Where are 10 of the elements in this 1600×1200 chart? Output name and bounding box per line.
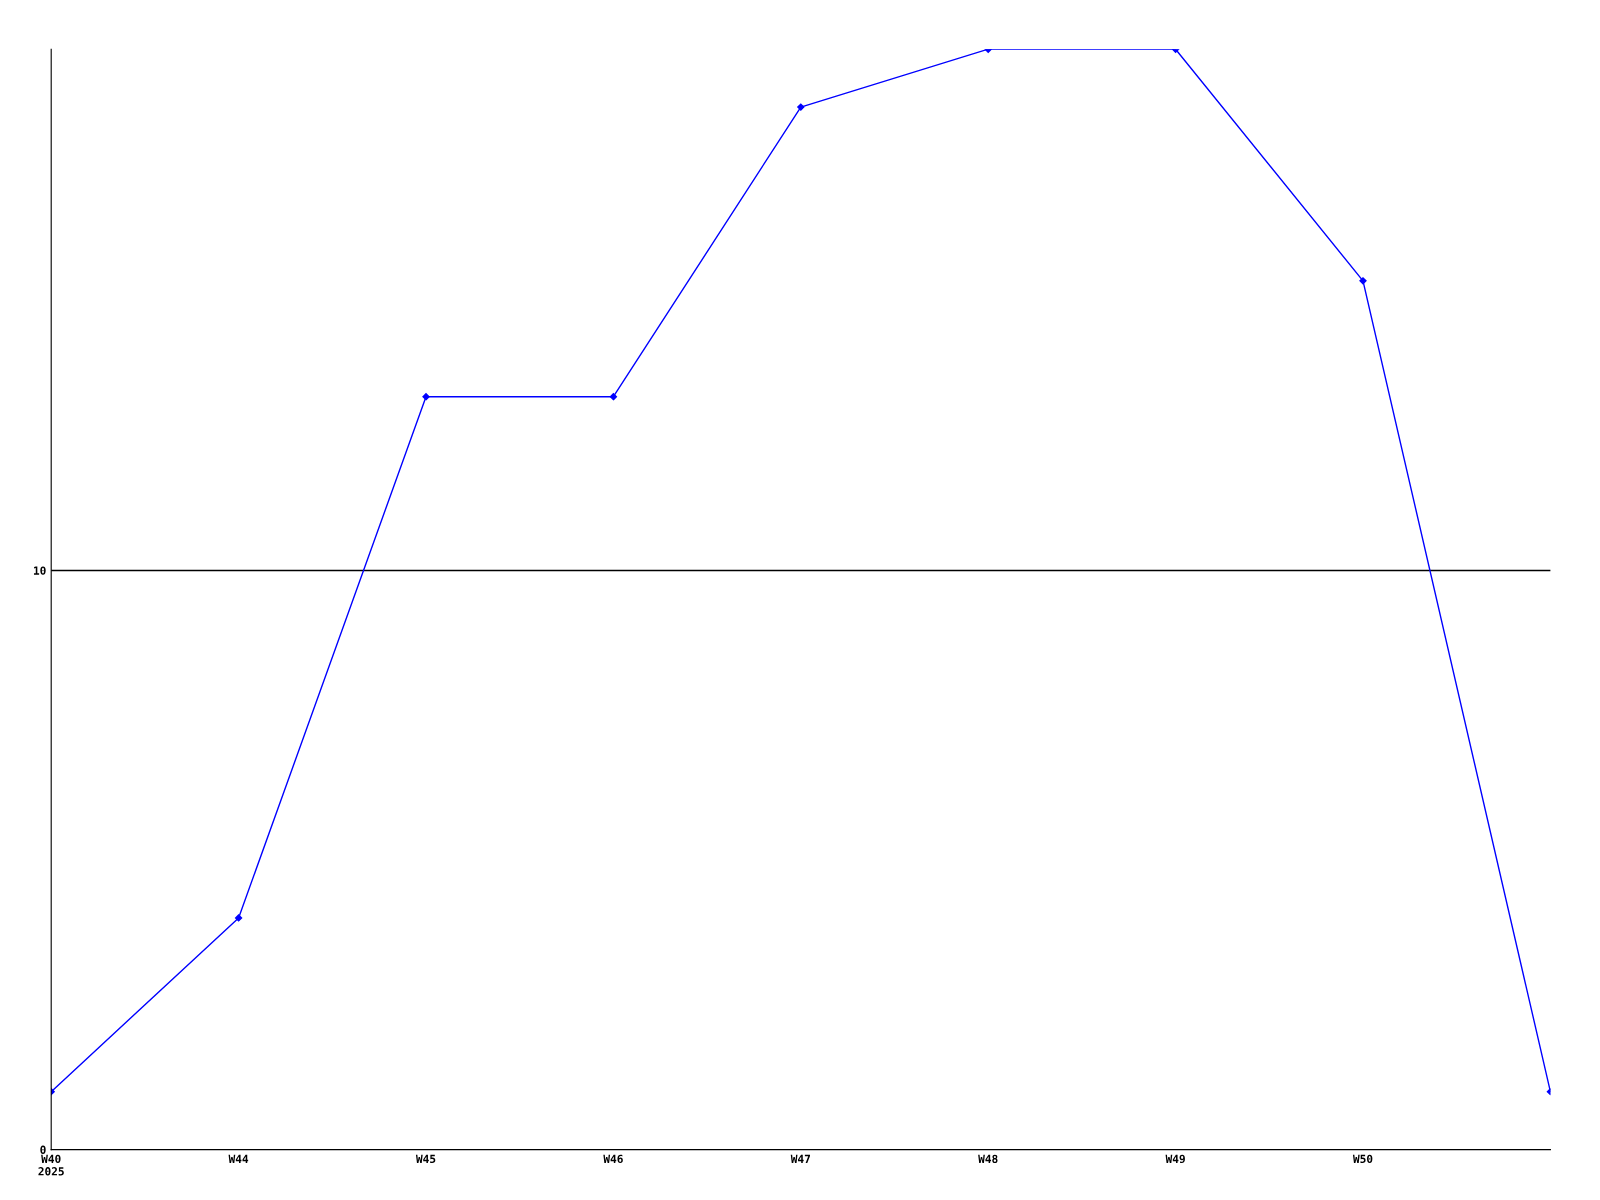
x-tick-label: W50 <box>1352 1154 1373 1164</box>
x-tick-label: W44 <box>228 1154 249 1163</box>
x-tick-label: W46 <box>603 1154 623 1164</box>
x-tick-label: W40 2025 <box>38 1154 64 1176</box>
x-tick-label: W48 <box>978 1154 998 1164</box>
x-tick-label: W47 <box>790 1154 810 1163</box>
x-tick-label: W45 <box>415 1154 436 1164</box>
x-tick-label: W49 <box>1165 1154 1185 1164</box>
y-tick-label: 0 <box>40 1145 46 1154</box>
y-tick-label: 10 <box>33 566 46 575</box>
